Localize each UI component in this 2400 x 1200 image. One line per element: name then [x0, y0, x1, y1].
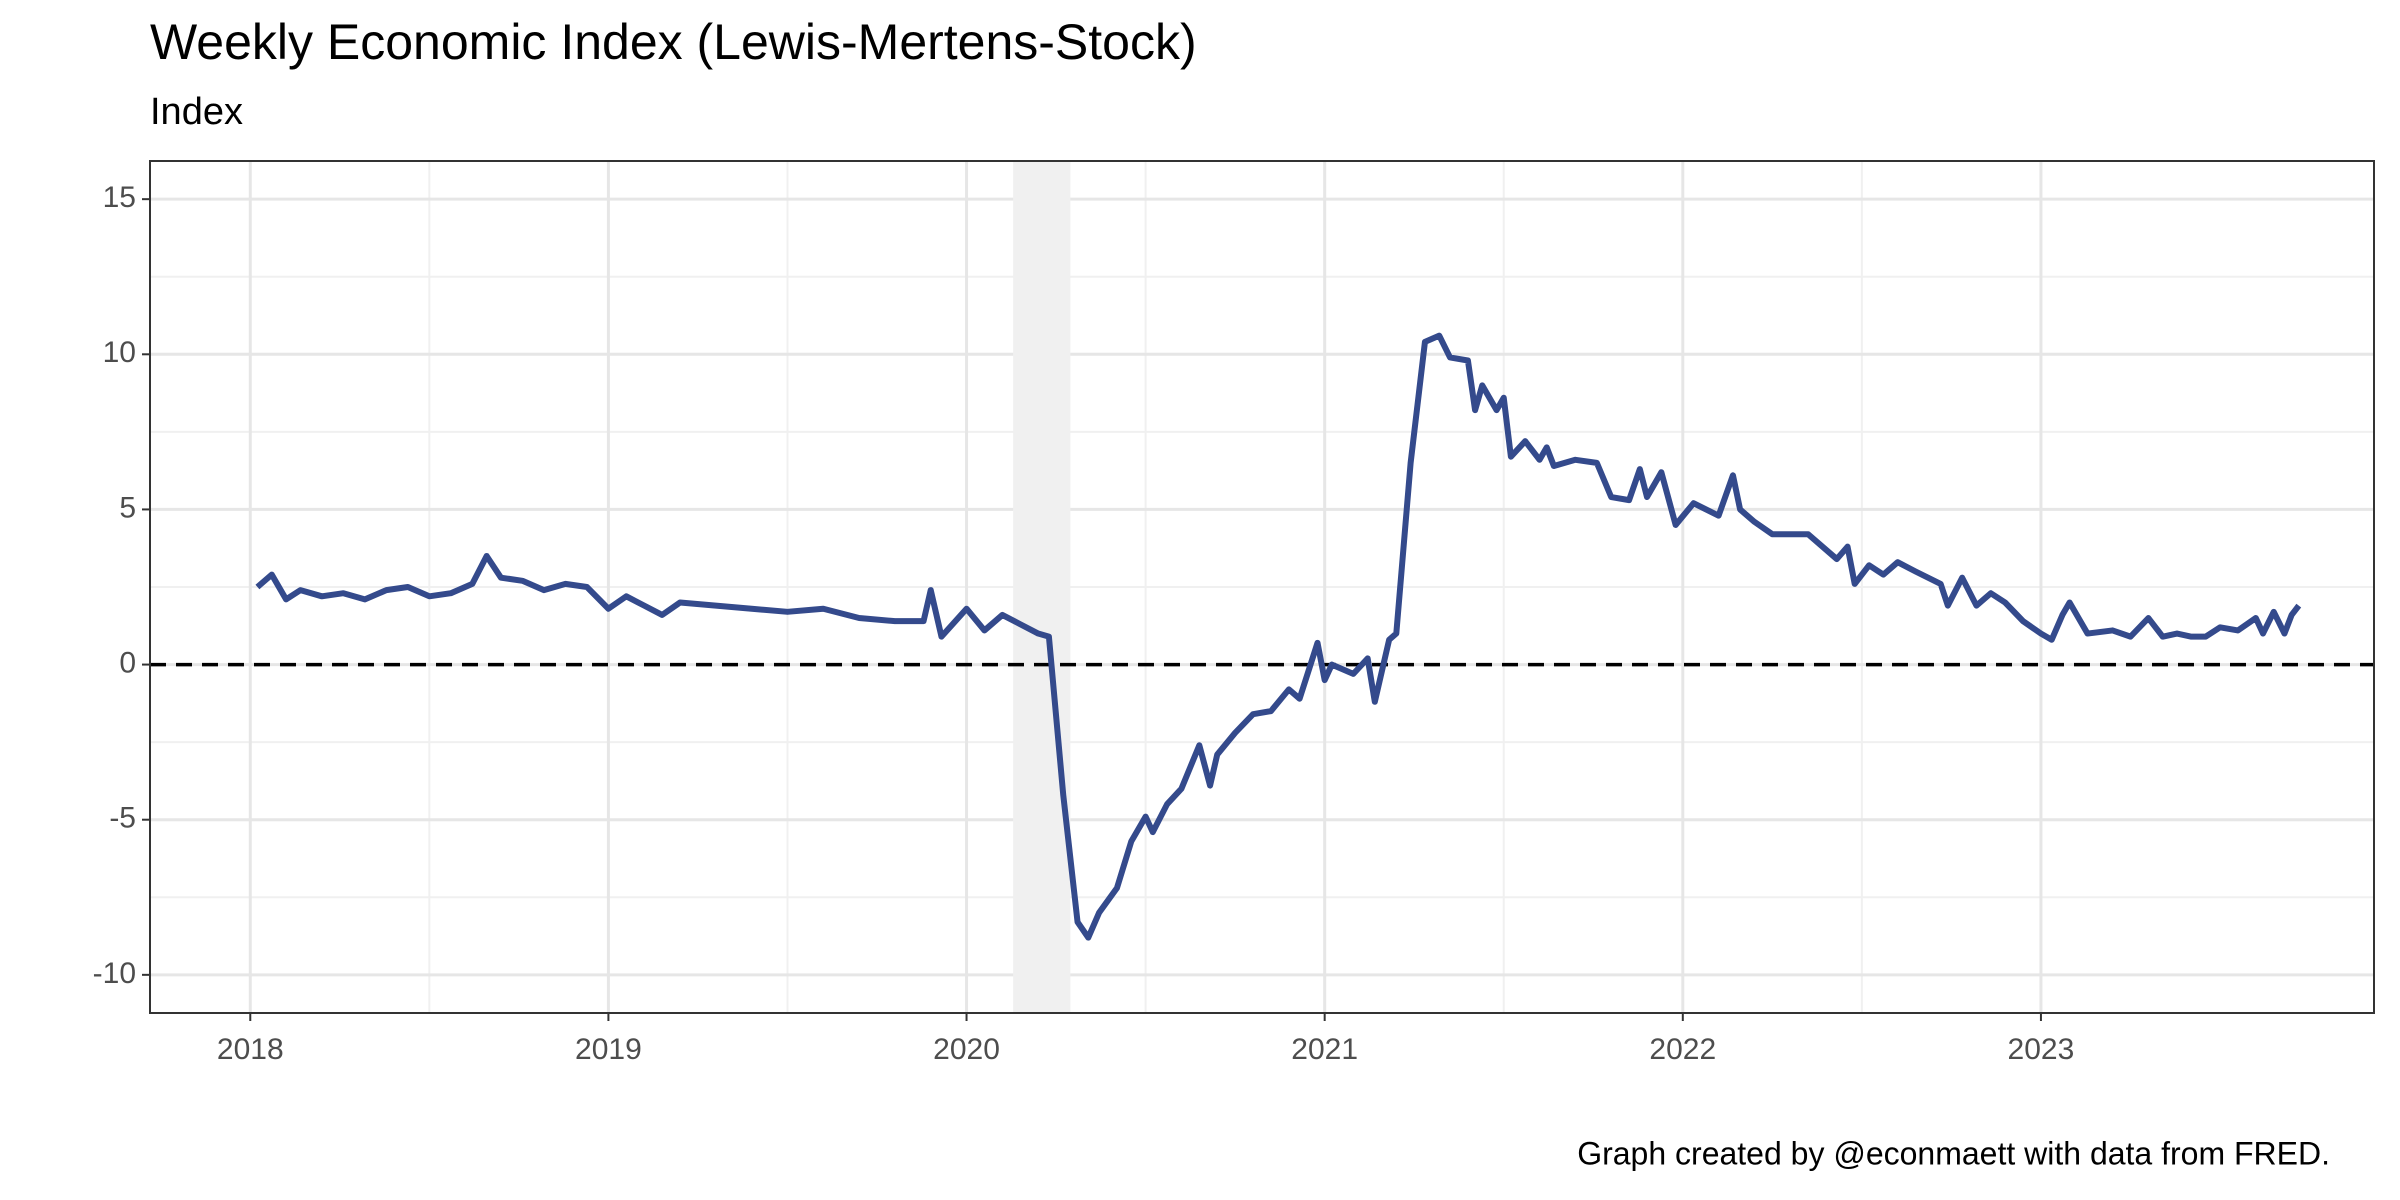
x-tick-label: 2019	[575, 1033, 642, 1066]
caption: Graph created by @econmaett with data fr…	[1577, 1135, 2330, 1171]
y-tick-label: 10	[103, 336, 136, 369]
chart-title: Weekly Economic Index (Lewis-Mertens-Sto…	[150, 14, 1197, 70]
chart-subtitle: Index	[150, 91, 243, 133]
x-tick-label: 2020	[933, 1033, 1000, 1066]
y-tick-label: 15	[103, 181, 136, 214]
y-tick-label: 0	[119, 646, 136, 679]
series-line	[255, 332, 2302, 941]
x-tick-label: 2018	[217, 1033, 284, 1066]
plot-border	[149, 160, 2375, 1014]
x-tick-label: 2021	[1291, 1033, 1358, 1066]
x-tick-label: 2023	[2008, 1033, 2075, 1066]
y-tick-label: 5	[119, 491, 136, 524]
x-tick-label: 2022	[1649, 1033, 1716, 1066]
y-tick-label: -5	[109, 802, 136, 835]
recession-shade	[1013, 161, 1071, 1013]
y-tick-label: -10	[93, 957, 136, 990]
